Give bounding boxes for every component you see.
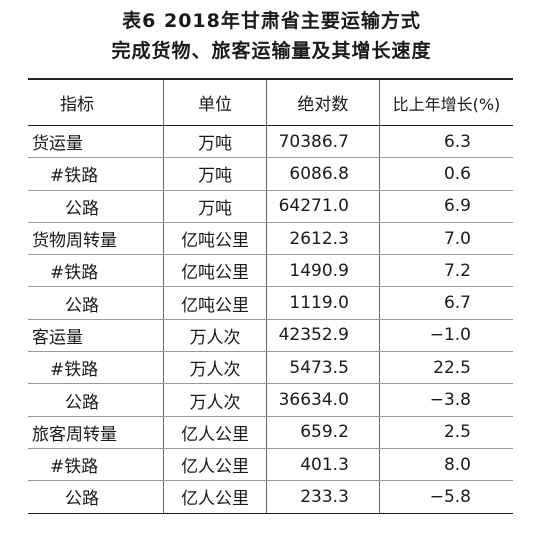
table-row: 公路 亿人公里 233.3 −5.8: [28, 480, 513, 514]
growth-cell: −5.8: [378, 480, 513, 514]
unit-cell: 亿吨公里: [163, 222, 267, 256]
indicator-cell: #铁路: [28, 351, 164, 385]
absolute-cell: 401.3: [265, 448, 380, 482]
header-unit: 单位: [163, 78, 267, 126]
table-row: #铁路 万吨 6086.8 0.6: [28, 157, 513, 191]
indicator-cell: #铁路: [28, 448, 164, 482]
growth-cell: 6.3: [378, 125, 513, 159]
indicator-cell: 公路: [28, 286, 164, 320]
absolute-cell: 70386.7: [265, 125, 380, 159]
growth-cell: 6.7: [378, 286, 513, 320]
header-indicator: 指标: [28, 78, 164, 126]
table-row: 货运量 万吨 70386.7 6.3: [28, 125, 513, 159]
unit-cell: 万吨: [163, 157, 267, 191]
unit-cell: 万吨: [163, 125, 267, 159]
indicator-cell: 公路: [28, 383, 164, 417]
table-row: 公路 亿吨公里 1119.0 6.7: [28, 286, 513, 320]
absolute-cell: 36634.0: [265, 383, 380, 417]
growth-cell: 7.2: [378, 254, 513, 288]
absolute-cell: 64271.0: [265, 190, 380, 223]
absolute-cell: 1490.9: [265, 254, 380, 288]
growth-cell: 6.9: [378, 190, 513, 223]
growth-cell: 22.5: [378, 351, 513, 385]
header-row: 指标 单位 绝对数 比上年增长(%): [28, 78, 513, 126]
indicator-cell: 客运量: [28, 319, 164, 353]
indicator-cell: 公路: [28, 480, 164, 514]
growth-cell: 8.0: [378, 448, 513, 482]
indicator-cell: #铁路: [28, 254, 164, 288]
table-row: #铁路 亿人公里 401.3 8.0: [28, 448, 513, 482]
absolute-cell: 659.2: [265, 416, 380, 449]
unit-cell: 亿人公里: [163, 448, 267, 482]
absolute-cell: 233.3: [265, 480, 380, 514]
table-subtitle: 完成货物、旅客运输量及其增长速度: [111, 40, 432, 62]
unit-cell: 万人次: [163, 383, 267, 417]
table-row: 旅客周转量 亿人公里 659.2 2.5: [28, 416, 513, 449]
indicator-cell: 货物周转量: [28, 222, 164, 256]
unit-cell: 亿吨公里: [163, 286, 267, 320]
table-row: #铁路 万人次 5473.5 22.5: [28, 351, 513, 385]
growth-cell: −1.0: [378, 319, 513, 353]
table-row: 公路 万人次 36634.0 −3.8: [28, 383, 513, 417]
transport-table: 指标 单位 绝对数 比上年增长(%) 货运量 万吨 70386.7 6.3 #铁路 万吨…: [28, 78, 513, 514]
growth-cell: 2.5: [378, 416, 513, 449]
unit-cell: 万人次: [163, 319, 267, 353]
table-row: 货物周转量 亿吨公里 2612.3 7.0: [28, 222, 513, 256]
growth-cell: −3.8: [378, 383, 513, 417]
table-row: #铁路 亿吨公里 1490.9 7.2: [28, 254, 513, 288]
table-body: 货运量 万吨 70386.7 6.3 #铁路 万吨 6086.8 0.6 公路 万吨 64271…: [28, 125, 513, 514]
table-row: 客运量 万人次 42352.9 −1.0: [28, 319, 513, 353]
table-title: 表6 2018年甘肃省主要运输方式: [122, 10, 421, 32]
absolute-cell: 2612.3: [265, 222, 380, 256]
unit-cell: 亿吨公里: [163, 254, 267, 288]
absolute-cell: 5473.5: [265, 351, 380, 385]
header-growth: 比上年增长(%): [378, 78, 513, 126]
indicator-cell: 公路: [28, 190, 164, 223]
absolute-cell: 42352.9: [265, 319, 380, 353]
indicator-cell: 旅客周转量: [28, 416, 164, 449]
table-row: 公路 万吨 64271.0 6.9: [28, 190, 513, 223]
absolute-cell: 1119.0: [265, 286, 380, 320]
absolute-cell: 6086.8: [265, 157, 380, 191]
unit-cell: 亿人公里: [163, 480, 267, 514]
indicator-cell: #铁路: [28, 157, 164, 191]
unit-cell: 亿人公里: [163, 416, 267, 449]
unit-cell: 万吨: [163, 190, 267, 223]
indicator-cell: 货运量: [28, 125, 164, 159]
growth-cell: 7.0: [378, 222, 513, 256]
growth-cell: 0.6: [378, 157, 513, 191]
header-absolute: 绝对数: [265, 78, 380, 126]
unit-cell: 万人次: [163, 351, 267, 385]
